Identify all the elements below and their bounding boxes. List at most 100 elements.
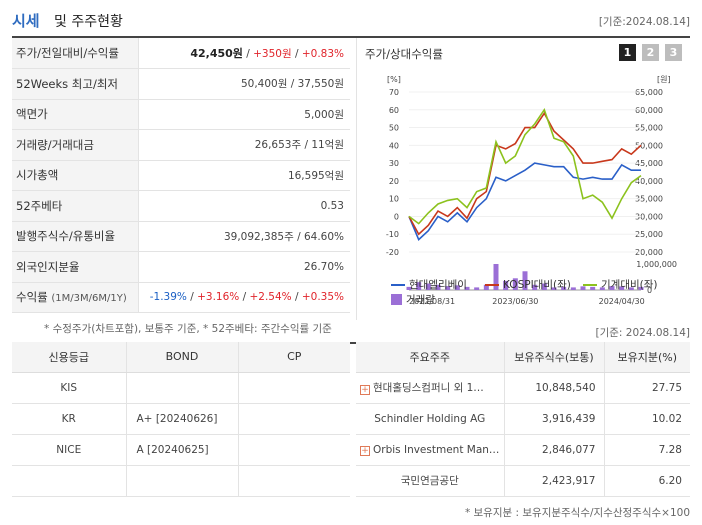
quote-value-cell: 42,450원 / +350원 / +0.83% (138, 38, 350, 69)
chart-title: 주가/상대수익률 (365, 47, 443, 61)
y-left-tick-label: -10 (386, 230, 399, 239)
quote-key: 시가총액 (12, 160, 139, 191)
y-left-tick-label: -20 (386, 248, 399, 257)
y-left-tick-label: 0 (394, 212, 399, 221)
quote-key: 52Weeks 최고/최저 (12, 68, 139, 100)
volume-bar (435, 284, 441, 290)
holder-pct: 7.28 (603, 434, 690, 466)
volume-bar (425, 283, 431, 290)
credit-row: NICE A [20240625] (12, 434, 350, 466)
quote-row: 거래량/거래대금 26,653주 / 11억원 (12, 129, 350, 161)
volume-bar (609, 286, 615, 290)
return-value: +3.16% (197, 291, 240, 304)
volume-bar (464, 286, 470, 290)
chart-tab-3[interactable]: 3 (665, 44, 682, 61)
quote-row: 액면가 5,000원 (12, 99, 350, 130)
separator: / (291, 48, 302, 60)
top-divider (12, 36, 690, 38)
x-tick-label: 2023/06/30 (492, 297, 538, 306)
credit-cp (237, 372, 350, 404)
chart-tab-2[interactable]: 2 (642, 44, 659, 61)
price-change-pct: +0.83% (301, 48, 344, 60)
quote-value-cell: 16,595억원 (138, 160, 350, 191)
holder-name-cell[interactable]: + 현대홀딩스컴퍼니 외 1… (356, 372, 504, 404)
chart-panel: 주가/상대수익률 1 2 3 [%] [원] 70 65,000 60 60,000 50 5… (356, 38, 690, 320)
separator: / (186, 291, 198, 304)
volume-bar (406, 286, 412, 290)
expand-plus-icon[interactable]: + (360, 446, 370, 456)
holder-shares: 10,848,540 (503, 372, 604, 404)
holders-base-date: [기준: 2024.08.14] (595, 327, 690, 339)
quote-row: 시가총액 16,595억원 (12, 160, 350, 191)
volume-bar (638, 286, 644, 290)
section-title: 시세 (12, 12, 40, 30)
chart-tab-1[interactable]: 1 (619, 44, 636, 61)
quote-value-cell: 50,400원 / 37,550원 (138, 68, 350, 100)
holder-pct: 27.75 (603, 372, 690, 404)
quote-row: 발행주식수/유통비율 39,092,385주 / 64.60% (12, 221, 350, 252)
credit-agency: KIS (12, 372, 126, 404)
y-right-tick-label: 25,000 (635, 230, 663, 239)
volume-tick-label: 0 (647, 286, 652, 295)
y-right-tick-label: 20,000 (635, 248, 663, 257)
credit-bond (125, 372, 238, 404)
volume-bar (570, 287, 576, 290)
holder-shares: 2,423,917 (503, 465, 604, 497)
volume-bar (551, 287, 557, 290)
holder-shares: 2,846,077 (503, 434, 604, 466)
legend-item-kospi: KOSPI대비(좌) (485, 277, 571, 292)
legend-label: 현대엘리베이 (409, 279, 467, 291)
return-value: +0.35% (301, 291, 344, 304)
quote-value: 26.70% (303, 260, 344, 273)
section-header: 시세 및 주주현황 (12, 8, 350, 34)
quote-row: 외국인지분율 26.70% (12, 251, 350, 283)
quote-row: 52주베타 0.53 (12, 190, 350, 222)
holder-pct: 10.02 (603, 403, 690, 435)
y-right-tick-label: 50,000 (635, 141, 663, 150)
quote-value-cell: 5,000원 (138, 99, 350, 130)
credit-header-agency: 신용등급 (12, 342, 126, 373)
legend-line-swatch (485, 283, 499, 286)
volume-bar (541, 283, 547, 290)
holder-name: 현대홀딩스컴퍼니 외 1… (373, 382, 484, 394)
section-subtitle: 및 주주현황 (54, 14, 123, 30)
volume-bar (445, 286, 451, 290)
quote-key-sub: (1M/3M/6M/1Y) (51, 293, 127, 305)
volume-tick-label: 1,000,000 (636, 260, 677, 269)
quote-value-cell: 0.53 (138, 190, 350, 222)
credit-bond (125, 465, 238, 497)
quote-table: 주가/전일대비/수익률 42,450원 / +350원 / +0.83% 52Wee… (12, 38, 350, 313)
volume-bar (580, 286, 586, 290)
separator: / (239, 291, 250, 304)
holders-header-pct: 보유지분(%) (603, 342, 690, 373)
holders-note: * 보유지분 : 보유지분주식수/지수산정주식수×100 (464, 507, 690, 519)
quote-value-cell: 26.70% (138, 251, 350, 283)
credit-cp (237, 434, 350, 466)
credit-header-bond: BOND (125, 342, 238, 373)
quote-key: 52주베타 (12, 190, 139, 222)
credit-header-cp: CP (237, 342, 350, 373)
quote-key: 주가/전일대비/수익률 (12, 38, 139, 69)
quote-value-cell: -1.39% / +3.16% / +2.54% / +0.35% (138, 282, 350, 313)
holder-pct: 6.20 (603, 465, 690, 497)
major-holders-table: 주요주주 보유주식수(보통) 보유지분(%) + 현대홀딩스컴퍼니 외 1… 10,… (356, 342, 690, 497)
holder-name-cell[interactable]: + Orbis Investment Man… (356, 434, 504, 466)
holder-row: 국민연금공단 2,423,917 6.20 (356, 465, 690, 497)
holders-header-name: 주요주주 (356, 342, 504, 373)
quote-value: 0.53 (320, 199, 344, 212)
y-left-tick-label: 70 (389, 88, 399, 97)
credit-cp (237, 465, 350, 497)
price-value: 42,450원 (190, 47, 243, 60)
quote-note: * 수정주가(차트포함), 보통주 기준, * 52주베타: 주간수익률 기준 (44, 323, 332, 335)
legend-item-stock: 현대엘리베이 (391, 277, 467, 292)
holder-row: + 현대홀딩스컴퍼니 외 1… 10,848,540 27.75 (356, 372, 690, 404)
volume-bar (483, 284, 489, 290)
right-axis-unit: [원] (657, 75, 671, 84)
quote-row-returns: 수익률 (1M/3M/6M/1Y) -1.39% / +3.16% / +2.54… (12, 282, 350, 313)
expand-plus-icon[interactable]: + (360, 385, 370, 395)
credit-rating-table: 신용등급 BOND CP KIS KR A+ [20240626] NICE A [20… (12, 342, 350, 497)
volume-bar (493, 264, 499, 290)
quote-key: 수익률 (1M/3M/6M/1Y) (12, 282, 139, 313)
volume-bar (532, 284, 538, 290)
holder-row: + Orbis Investment Man… 2,846,077 7.28 (356, 434, 690, 466)
